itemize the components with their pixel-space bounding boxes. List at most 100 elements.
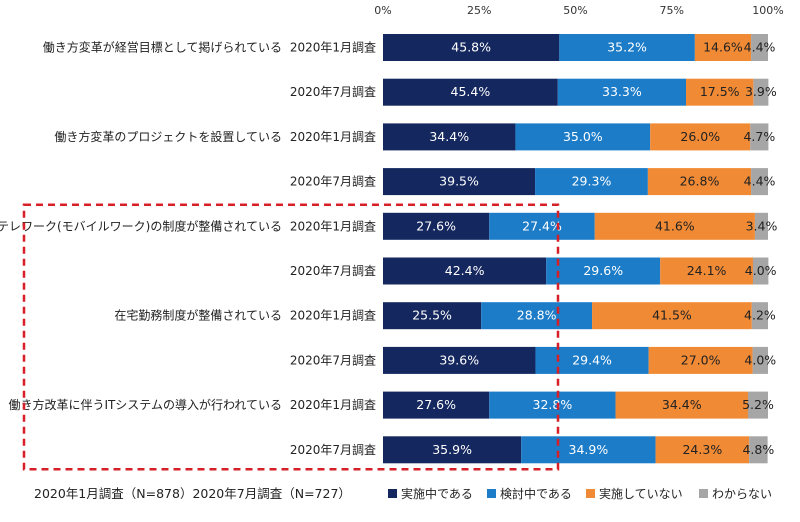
legend-swatch [388, 489, 397, 498]
bar-segment [648, 346, 753, 374]
x-tick-label: 25% [467, 4, 491, 17]
bar-segment [383, 34, 560, 61]
data-label: 45.8% [451, 40, 491, 55]
survey-label: 2020年1月調査 [290, 398, 376, 412]
data-label: 4.2% [744, 308, 776, 323]
data-label: 26.8% [680, 174, 720, 189]
bar-segment [647, 168, 752, 196]
data-label: 29.6% [583, 263, 623, 278]
data-label: 27.0% [681, 352, 721, 367]
bar-segment [751, 168, 768, 196]
bar-segment [383, 302, 482, 330]
data-label: 27.6% [416, 397, 456, 412]
data-label: 45.4% [451, 84, 491, 99]
category-label: 働き方改革に伴うITシステムの導入が行われている [8, 397, 282, 412]
bar-segment [754, 212, 768, 240]
bar-segment [751, 34, 768, 61]
bar-segment [753, 78, 769, 106]
bar-segment [685, 78, 754, 106]
bar-segment [747, 391, 768, 419]
x-tick-label: 50% [563, 4, 587, 17]
survey-label: 2020年1月調査 [290, 309, 376, 323]
bar-segment [383, 123, 516, 151]
bar-segment [660, 257, 753, 285]
data-label: 24.1% [687, 263, 727, 278]
data-label: 4.0% [744, 352, 776, 367]
bar-segment [481, 302, 593, 330]
data-label: 32.8% [533, 397, 573, 412]
data-label: 4.4% [744, 174, 776, 189]
survey-label: 2020年7月調査 [290, 85, 376, 99]
bar-segment [489, 391, 616, 419]
data-label: 26.0% [680, 129, 720, 144]
bar-segment [749, 436, 768, 464]
sample-size-note: 2020年1月調査（N=878）2020年7月調査（N=727） [34, 486, 351, 501]
legend-swatch [487, 489, 496, 498]
bar-segment [752, 346, 768, 374]
legend-label: 実施中である [401, 486, 473, 501]
category-label: 在宅勤務制度が整備されている [114, 308, 282, 323]
bar-segment [383, 346, 536, 374]
data-label: 27.6% [416, 218, 456, 233]
data-label: 4.4% [744, 40, 776, 55]
bar-segment [592, 302, 752, 330]
bar-segment [750, 123, 769, 151]
data-label: 29.3% [572, 174, 612, 189]
legend-label: 実施していない [599, 486, 683, 501]
category-label: 働き方変革のプロジェクトを設置している [54, 129, 282, 144]
survey-label: 2020年7月調査 [290, 353, 376, 367]
bar-segment [383, 257, 547, 285]
legend-swatch [586, 489, 595, 498]
bar-segment [383, 78, 558, 106]
legend-label: 検討中である [500, 486, 572, 501]
x-tick-label: 0% [374, 4, 391, 17]
category-label: 働き方変革が経営目標として掲げられている [43, 40, 282, 55]
bar-segment [383, 436, 522, 464]
x-tick-label: 100% [752, 4, 783, 17]
bar-segment [615, 391, 748, 419]
data-label: 4.7% [743, 129, 775, 144]
bar-segment [655, 436, 750, 464]
data-label: 41.6% [655, 218, 695, 233]
data-label: 34.4% [662, 397, 702, 412]
data-label: 27.4% [522, 218, 562, 233]
bar-segment [559, 34, 695, 61]
bar-segment [594, 212, 755, 240]
survey-label: 2020年7月調査 [290, 175, 376, 189]
data-label: 29.4% [572, 352, 612, 367]
data-label: 39.6% [439, 352, 479, 367]
bar-segment [521, 436, 656, 464]
survey-label: 2020年1月調査 [290, 41, 376, 55]
data-label: 42.4% [445, 263, 485, 278]
bar-segment [535, 168, 648, 196]
survey-label: 2020年7月調査 [290, 443, 376, 457]
bar-segment [752, 257, 769, 285]
bar-segment [650, 123, 751, 151]
bar-segment [383, 168, 536, 196]
bar-segment [383, 391, 490, 419]
category-label: テレワーク(モバイルワーク)の制度が整備されている [0, 218, 282, 233]
data-label: 4.0% [745, 263, 777, 278]
data-label: 5.2% [742, 397, 774, 412]
data-label: 24.3% [682, 442, 722, 457]
data-label: 39.5% [439, 174, 479, 189]
data-label: 35.0% [563, 129, 603, 144]
data-label: 25.5% [412, 308, 452, 323]
bar-segment [535, 346, 649, 374]
x-tick-label: 75% [660, 4, 684, 17]
bar-segment [489, 212, 595, 240]
data-label: 14.6% [703, 40, 743, 55]
bar-segment [751, 302, 768, 330]
data-label: 34.9% [569, 442, 609, 457]
data-label: 33.3% [602, 84, 642, 99]
survey-label: 2020年1月調査 [290, 219, 376, 233]
data-label: 3.4% [746, 218, 778, 233]
data-label: 3.9% [745, 84, 777, 99]
survey-label: 2020年1月調査 [290, 130, 376, 144]
data-label: 28.8% [517, 308, 557, 323]
legend-label: わからない [712, 487, 772, 501]
data-label: 17.5% [700, 84, 740, 99]
data-label: 41.5% [652, 308, 692, 323]
bar-segment [515, 123, 651, 151]
